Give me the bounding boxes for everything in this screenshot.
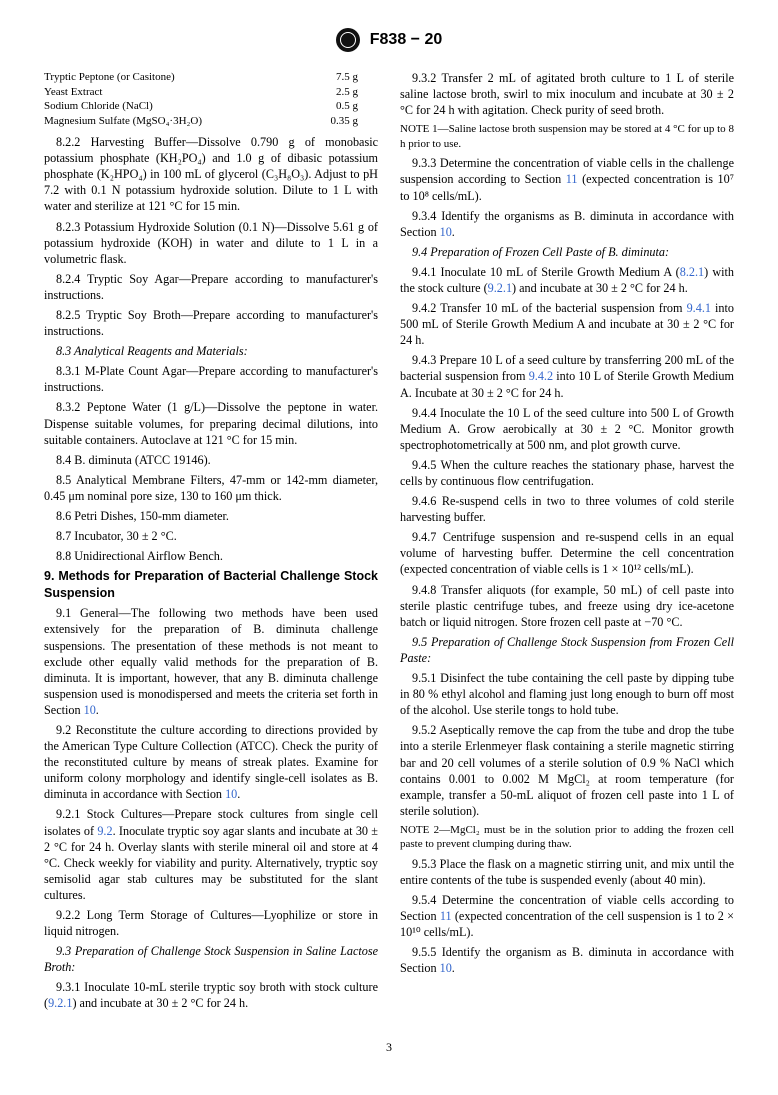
xref-8-2-1[interactable]: 8.2.1: [680, 265, 704, 279]
xref-section-10[interactable]: 10: [225, 787, 237, 801]
para-9-5-2: 9.5.2 Aseptically remove the cap from th…: [400, 722, 734, 819]
para-8-4: 8.4 B. diminuta (ATCC 19146).: [44, 452, 378, 468]
xref-9-2[interactable]: 9.2: [97, 824, 112, 838]
xref-9-4-1[interactable]: 9.4.1: [687, 301, 711, 315]
page-header: F838 − 20: [44, 28, 734, 52]
ingredient-name: Magnesium Sulfate (MgSO₄·3H₂O): [44, 114, 301, 129]
xref-9-2-1[interactable]: 9.2.1: [48, 996, 72, 1010]
para-8-7: 8.7 Incubator, 30 ± 2 °C.: [44, 528, 378, 544]
section-9-title: 9. Methods for Preparation of Bacterial …: [44, 568, 378, 601]
xref-section-11[interactable]: 11: [440, 909, 452, 923]
xref-section-11[interactable]: 11: [566, 172, 578, 186]
xref-section-10[interactable]: 10: [440, 225, 452, 239]
para-9-2: 9.2 Reconstitute the culture according t…: [44, 722, 378, 802]
heading-9-4: 9.4 Preparation of Frozen Cell Paste of …: [400, 244, 734, 260]
para-9-5-3: 9.5.3 Place the flask on a magnetic stir…: [400, 856, 734, 888]
para-9-5-4: 9.5.4 Determine the concentration of via…: [400, 892, 734, 940]
ingredient-name: Sodium Chloride (NaCl): [44, 99, 301, 114]
ingredient-amount: 0.5 g: [301, 99, 378, 114]
body-columns: Tryptic Peptone (or Casitone)7.5 g Yeast…: [44, 70, 734, 1012]
note-2: NOTE 2—MgCl₂ must be in the solution pri…: [400, 823, 734, 852]
para-9-5-5: 9.5.5 Identify the organism as B. diminu…: [400, 944, 734, 976]
para-8-2-4: 8.2.4 Tryptic Soy Agar—Prepare according…: [44, 271, 378, 303]
para-8-3-2: 8.3.2 Peptone Water (1 g/L)—Dissolve the…: [44, 399, 378, 447]
xref-section-10[interactable]: 10: [440, 961, 452, 975]
xref-9-2-1[interactable]: 9.2.1: [488, 281, 512, 295]
para-9-1: 9.1 General—The following two methods ha…: [44, 605, 378, 718]
para-9-3-4: 9.3.4 Identify the organisms as B. dimin…: [400, 208, 734, 240]
note-1: NOTE 1—Saline lactose broth suspension m…: [400, 122, 734, 151]
astm-logo-icon: [336, 28, 360, 52]
para-8-3-1: 8.3.1 M-Plate Count Agar—Prepare accordi…: [44, 363, 378, 395]
ingredient-amount: 0.35 g: [301, 114, 378, 129]
para-9-4-5: 9.4.5 When the culture reaches the stati…: [400, 457, 734, 489]
standard-designation: F838 − 20: [370, 31, 443, 49]
para-9-4-8: 9.4.8 Transfer aliquots (for example, 50…: [400, 582, 734, 630]
para-8-2-2: 8.2.2 Harvesting Buffer—Dissolve 0.790 g…: [44, 134, 378, 214]
xref-9-4-2[interactable]: 9.4.2: [529, 369, 553, 383]
heading-9-3: 9.3 Preparation of Challenge Stock Suspe…: [44, 943, 378, 975]
para-9-4-3: 9.4.3 Prepare 10 L of a seed culture by …: [400, 352, 734, 400]
ingredient-amount: 2.5 g: [301, 85, 378, 100]
table-row: Yeast Extract2.5 g: [44, 85, 378, 100]
para-9-3-1: 9.3.1 Inoculate 10-mL sterile tryptic so…: [44, 979, 378, 1011]
table-row: Sodium Chloride (NaCl)0.5 g: [44, 99, 378, 114]
ingredient-name: Tryptic Peptone (or Casitone): [44, 70, 301, 85]
table-row: Tryptic Peptone (or Casitone)7.5 g: [44, 70, 378, 85]
xref-section-10[interactable]: 10: [84, 703, 96, 717]
table-row: Magnesium Sulfate (MgSO₄·3H₂O)0.35 g: [44, 114, 378, 129]
heading-9-5: 9.5 Preparation of Challenge Stock Suspe…: [400, 634, 734, 666]
para-9-2-2: 9.2.2 Long Term Storage of Cultures—Lyop…: [44, 907, 378, 939]
para-8-8: 8.8 Unidirectional Airflow Bench.: [44, 548, 378, 564]
para-9-3-2: 9.3.2 Transfer 2 mL of agitated broth cu…: [400, 70, 734, 118]
para-9-4-7: 9.4.7 Centrifuge suspension and re-suspe…: [400, 529, 734, 577]
ingredient-name: Yeast Extract: [44, 85, 301, 100]
ingredient-amount: 7.5 g: [301, 70, 378, 85]
para-8-5: 8.5 Analytical Membrane Filters, 47-mm o…: [44, 472, 378, 504]
para-8-2-5: 8.2.5 Tryptic Soy Broth—Prepare accordin…: [44, 307, 378, 339]
para-9-3-3: 9.3.3 Determine the concentration of via…: [400, 155, 734, 203]
para-9-4-2: 9.4.2 Transfer 10 mL of the bacterial su…: [400, 300, 734, 348]
para-8-6: 8.6 Petri Dishes, 150-mm diameter.: [44, 508, 378, 524]
para-9-4-6: 9.4.6 Re-suspend cells in two to three v…: [400, 493, 734, 525]
para-9-5-1: 9.5.1 Disinfect the tube containing the …: [400, 670, 734, 718]
ingredients-table: Tryptic Peptone (or Casitone)7.5 g Yeast…: [44, 70, 378, 128]
para-8-2-3: 8.2.3 Potassium Hydroxide Solution (0.1 …: [44, 219, 378, 267]
para-9-4-4: 9.4.4 Inoculate the 10 L of the seed cul…: [400, 405, 734, 453]
heading-8-3: 8.3 Analytical Reagents and Materials:: [44, 343, 378, 359]
para-9-4-1: 9.4.1 Inoculate 10 mL of Sterile Growth …: [400, 264, 734, 296]
page-number: 3: [44, 1040, 734, 1055]
para-9-2-1: 9.2.1 Stock Cultures—Prepare stock cultu…: [44, 806, 378, 903]
